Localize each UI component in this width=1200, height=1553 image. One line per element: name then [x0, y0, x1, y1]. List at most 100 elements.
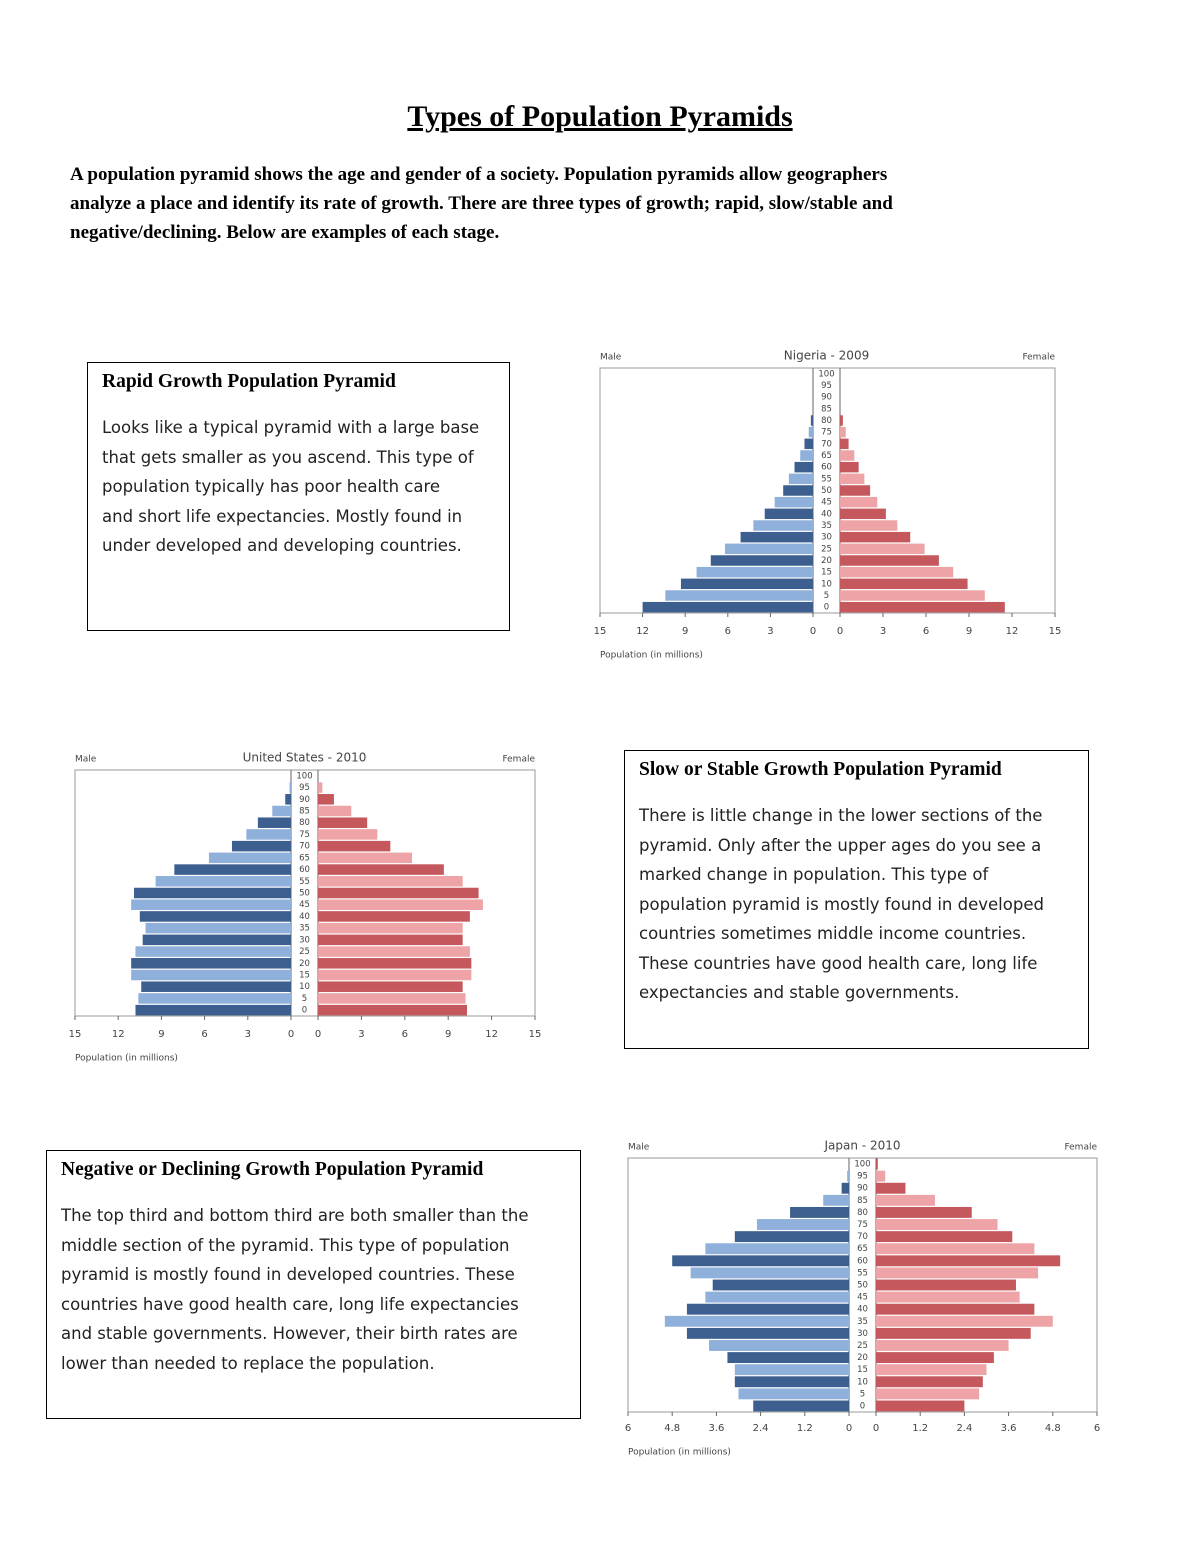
bar [135, 946, 291, 957]
box-line: and short life expectancies. Mostly foun… [102, 506, 463, 526]
bar [318, 829, 378, 840]
x-tick-label: 3 [358, 1029, 364, 1040]
bar [712, 1279, 849, 1291]
x-tick-label: 4.8 [664, 1423, 680, 1434]
bar [138, 993, 291, 1004]
bar [738, 1388, 849, 1400]
age-label: 10 [857, 1377, 868, 1387]
bar [318, 805, 352, 817]
bar [840, 520, 898, 531]
age-label: 50 [857, 1281, 868, 1291]
box-line: lower than needed to replace the populat… [61, 1353, 435, 1373]
age-label: 35 [821, 521, 832, 531]
box-line: Looks like a typical pyramid with a larg… [102, 418, 480, 437]
x-tick-label: 1.2 [797, 1423, 813, 1434]
bar [876, 1219, 998, 1230]
age-label: 60 [821, 463, 832, 473]
box-line: expectancies and stable governments. [639, 983, 960, 1002]
age-label: 20 [299, 959, 310, 969]
x-tick-label: 9 [445, 1029, 451, 1040]
bar [840, 555, 939, 566]
age-label: 75 [857, 1220, 868, 1230]
x-tick-label: 2.4 [753, 1423, 769, 1434]
age-label: 10 [299, 982, 310, 992]
bar [876, 1206, 972, 1218]
bar [841, 1182, 849, 1194]
x-tick-label: 15 [529, 1029, 542, 1040]
bar [318, 852, 413, 864]
age-label: 15 [857, 1365, 868, 1375]
bar [840, 496, 878, 508]
x-tick-label: 6 [625, 1423, 631, 1434]
x-axis-label: Population (in millions) [628, 1448, 731, 1458]
x-tick-label: 15 [594, 626, 607, 637]
bar [664, 1315, 849, 1327]
chart-title: United States - 2010 [243, 751, 367, 765]
bar [840, 485, 871, 496]
age-label: 100 [296, 771, 312, 781]
bar [318, 899, 483, 910]
bar [145, 922, 291, 934]
bar [174, 864, 291, 875]
bar [318, 840, 391, 852]
bar [155, 876, 291, 887]
bar [840, 426, 846, 438]
bar [764, 508, 813, 520]
age-label: 15 [299, 971, 310, 981]
x-tick-label: 0 [315, 1029, 321, 1040]
age-label: 100 [854, 1160, 870, 1170]
bar [840, 508, 886, 520]
bar [753, 520, 813, 531]
box-line: population pyramid is mostly found in de… [639, 894, 1044, 914]
bar [876, 1400, 965, 1412]
legend-label: Female [1022, 353, 1055, 363]
age-label: 75 [299, 830, 310, 840]
age-label: 40 [299, 912, 310, 922]
box-line: population typically has poor health car… [102, 477, 441, 496]
bar [318, 969, 472, 981]
age-label: 10 [821, 579, 832, 589]
age-label: 5 [860, 1389, 865, 1399]
x-tick-label: 0 [810, 626, 816, 637]
x-tick-label: 3.6 [1001, 1423, 1017, 1434]
bar [318, 958, 472, 969]
bar [318, 817, 368, 828]
x-tick-label: 3 [767, 626, 773, 637]
age-label: 75 [821, 428, 832, 438]
x-tick-label: 12 [636, 626, 649, 637]
intro-line: analyze a place and identify its rate of… [70, 193, 893, 214]
bar [686, 1327, 849, 1339]
age-label: 40 [857, 1305, 868, 1315]
bar [318, 946, 470, 957]
bar [840, 566, 954, 578]
bar [876, 1255, 1061, 1267]
page-title: Types of Population Pyramids [407, 100, 793, 133]
age-label: 70 [821, 439, 832, 449]
age-label: 45 [857, 1293, 868, 1303]
age-label: 90 [299, 795, 310, 805]
age-label: 0 [302, 1006, 307, 1016]
bar [672, 1255, 849, 1267]
age-label: 80 [821, 416, 832, 426]
box-line: These countries have good health care, l… [639, 953, 1038, 973]
age-label: 80 [299, 818, 310, 828]
bar [710, 555, 813, 566]
age-label: 30 [299, 935, 310, 945]
x-tick-label: 9 [682, 626, 688, 637]
bar [756, 1219, 849, 1230]
bar [840, 415, 843, 426]
bar [142, 934, 291, 946]
bar [876, 1267, 1039, 1279]
age-label: 35 [299, 924, 310, 934]
bar [876, 1231, 1013, 1243]
intro-line: A population pyramid shows the age and g… [70, 164, 888, 185]
info-box: Slow or Stable Growth Population Pyramid… [624, 750, 1089, 1049]
bar [876, 1388, 980, 1400]
bar [876, 1303, 1035, 1315]
bar [734, 1376, 849, 1388]
bar [696, 566, 813, 578]
intro: A population pyramid shows the age and g… [70, 160, 893, 247]
bar [318, 934, 463, 946]
frame [599, 367, 1056, 614]
bar [257, 817, 291, 828]
